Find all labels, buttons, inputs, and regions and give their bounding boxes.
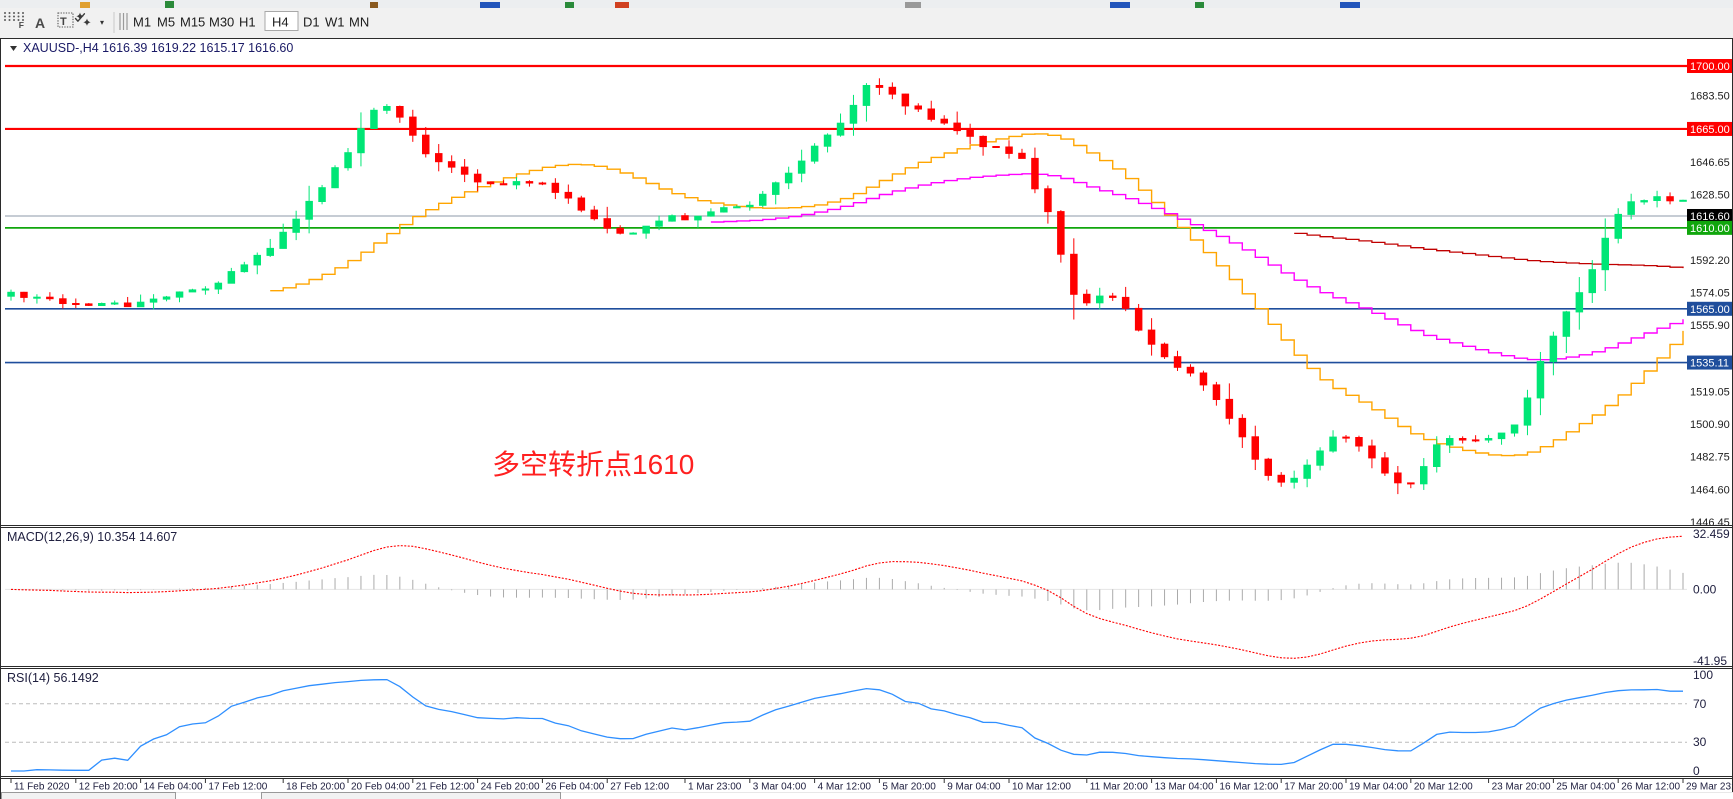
svg-text:MACD(12,26,9) 10.354 14.607: MACD(12,26,9) 10.354 14.607: [7, 530, 177, 544]
svg-text:16 Mar 12:00: 16 Mar 12:00: [1219, 782, 1278, 793]
svg-text:1 Mar 23:00: 1 Mar 23:00: [688, 782, 742, 793]
svg-text:0: 0: [1693, 764, 1700, 778]
svg-text:11 Mar 20:00: 11 Mar 20:00: [1090, 782, 1149, 793]
svg-text:100: 100: [1693, 669, 1713, 682]
svg-text:20 Mar 12:00: 20 Mar 12:00: [1414, 782, 1473, 793]
svg-text:19 Mar 04:00: 19 Mar 04:00: [1349, 782, 1408, 793]
svg-text:9 Mar 04:00: 9 Mar 04:00: [947, 782, 1001, 793]
svg-text:T: T: [60, 16, 67, 28]
svg-text:W1: W1: [325, 15, 345, 30]
svg-text:1700.00: 1700.00: [1690, 61, 1730, 73]
svg-text:4 Mar 12:00: 4 Mar 12:00: [818, 782, 872, 793]
svg-text:M1: M1: [133, 15, 151, 30]
svg-text:1610.00: 1610.00: [1690, 223, 1730, 235]
svg-text:▾: ▾: [100, 18, 104, 27]
svg-text:26 Mar 12:00: 26 Mar 12:00: [1621, 782, 1680, 793]
svg-text:11 Feb 2020: 11 Feb 2020: [14, 782, 70, 793]
svg-text:H1: H1: [239, 15, 256, 30]
svg-text:0.00: 0.00: [1693, 582, 1717, 596]
svg-text:F: F: [19, 20, 24, 30]
svg-text:A: A: [35, 15, 45, 31]
svg-text:26 Feb 04:00: 26 Feb 04:00: [545, 782, 604, 793]
svg-text:32.459: 32.459: [1693, 528, 1730, 541]
svg-text:3 Mar 04:00: 3 Mar 04:00: [753, 782, 807, 793]
svg-text:29 Mar 23:00: 29 Mar 23:00: [1686, 782, 1733, 793]
svg-text:70: 70: [1693, 697, 1707, 711]
svg-text:1665.00: 1665.00: [1690, 124, 1730, 136]
svg-text:RSI(14) 56.1492: RSI(14) 56.1492: [7, 671, 99, 685]
svg-text:1500.90: 1500.90: [1690, 419, 1730, 431]
svg-text:21 Feb 12:00: 21 Feb 12:00: [416, 782, 475, 793]
svg-text:23 Mar 20:00: 23 Mar 20:00: [1492, 782, 1551, 793]
svg-text:1646.65: 1646.65: [1690, 157, 1730, 169]
svg-text:30: 30: [1693, 735, 1707, 749]
svg-text:H4: H4: [272, 15, 289, 30]
svg-text:18 Feb 20:00: 18 Feb 20:00: [286, 782, 345, 793]
svg-text:20 Feb 04:00: 20 Feb 04:00: [351, 782, 410, 793]
svg-text:多空转折点1610: 多空转折点1610: [492, 449, 694, 480]
svg-text:D1: D1: [303, 15, 320, 30]
svg-text:1683.50: 1683.50: [1690, 91, 1730, 103]
svg-text:XAUUSD-,H4 1616.39 1619.22 16: XAUUSD-,H4 1616.39 1619.22 1615.17 1616.…: [23, 41, 293, 55]
svg-text:1446.45: 1446.45: [1690, 517, 1730, 528]
svg-text:MN: MN: [349, 15, 369, 30]
svg-text:1535.11: 1535.11: [1690, 358, 1729, 370]
svg-text:1574.05: 1574.05: [1690, 288, 1730, 300]
svg-text:10 Mar 12:00: 10 Mar 12:00: [1012, 782, 1071, 793]
svg-text:1519.05: 1519.05: [1690, 386, 1730, 398]
svg-text:13 Mar 04:00: 13 Mar 04:00: [1155, 782, 1214, 793]
svg-text:-41.95: -41.95: [1693, 654, 1727, 668]
svg-text:M15: M15: [180, 15, 205, 30]
svg-text:M5: M5: [157, 15, 175, 30]
svg-text:1628.50: 1628.50: [1690, 190, 1730, 202]
svg-text:14 Feb 04:00: 14 Feb 04:00: [144, 782, 203, 793]
svg-text:1565.00: 1565.00: [1690, 304, 1730, 316]
svg-text:1464.60: 1464.60: [1690, 484, 1730, 496]
svg-text:5 Mar 20:00: 5 Mar 20:00: [882, 782, 936, 793]
svg-text:17 Feb 12:00: 17 Feb 12:00: [208, 782, 267, 793]
svg-text:24 Feb 20:00: 24 Feb 20:00: [481, 782, 540, 793]
svg-text:1592.20: 1592.20: [1690, 255, 1730, 267]
svg-text:1482.75: 1482.75: [1690, 452, 1730, 464]
svg-text:M30: M30: [209, 15, 234, 30]
svg-text:27 Feb 12:00: 27 Feb 12:00: [610, 782, 669, 793]
svg-text:12 Feb 20:00: 12 Feb 20:00: [79, 782, 138, 793]
svg-text:1555.90: 1555.90: [1690, 320, 1730, 332]
svg-text:25 Mar 04:00: 25 Mar 04:00: [1556, 782, 1615, 793]
svg-text:17 Mar 20:00: 17 Mar 20:00: [1284, 782, 1343, 793]
